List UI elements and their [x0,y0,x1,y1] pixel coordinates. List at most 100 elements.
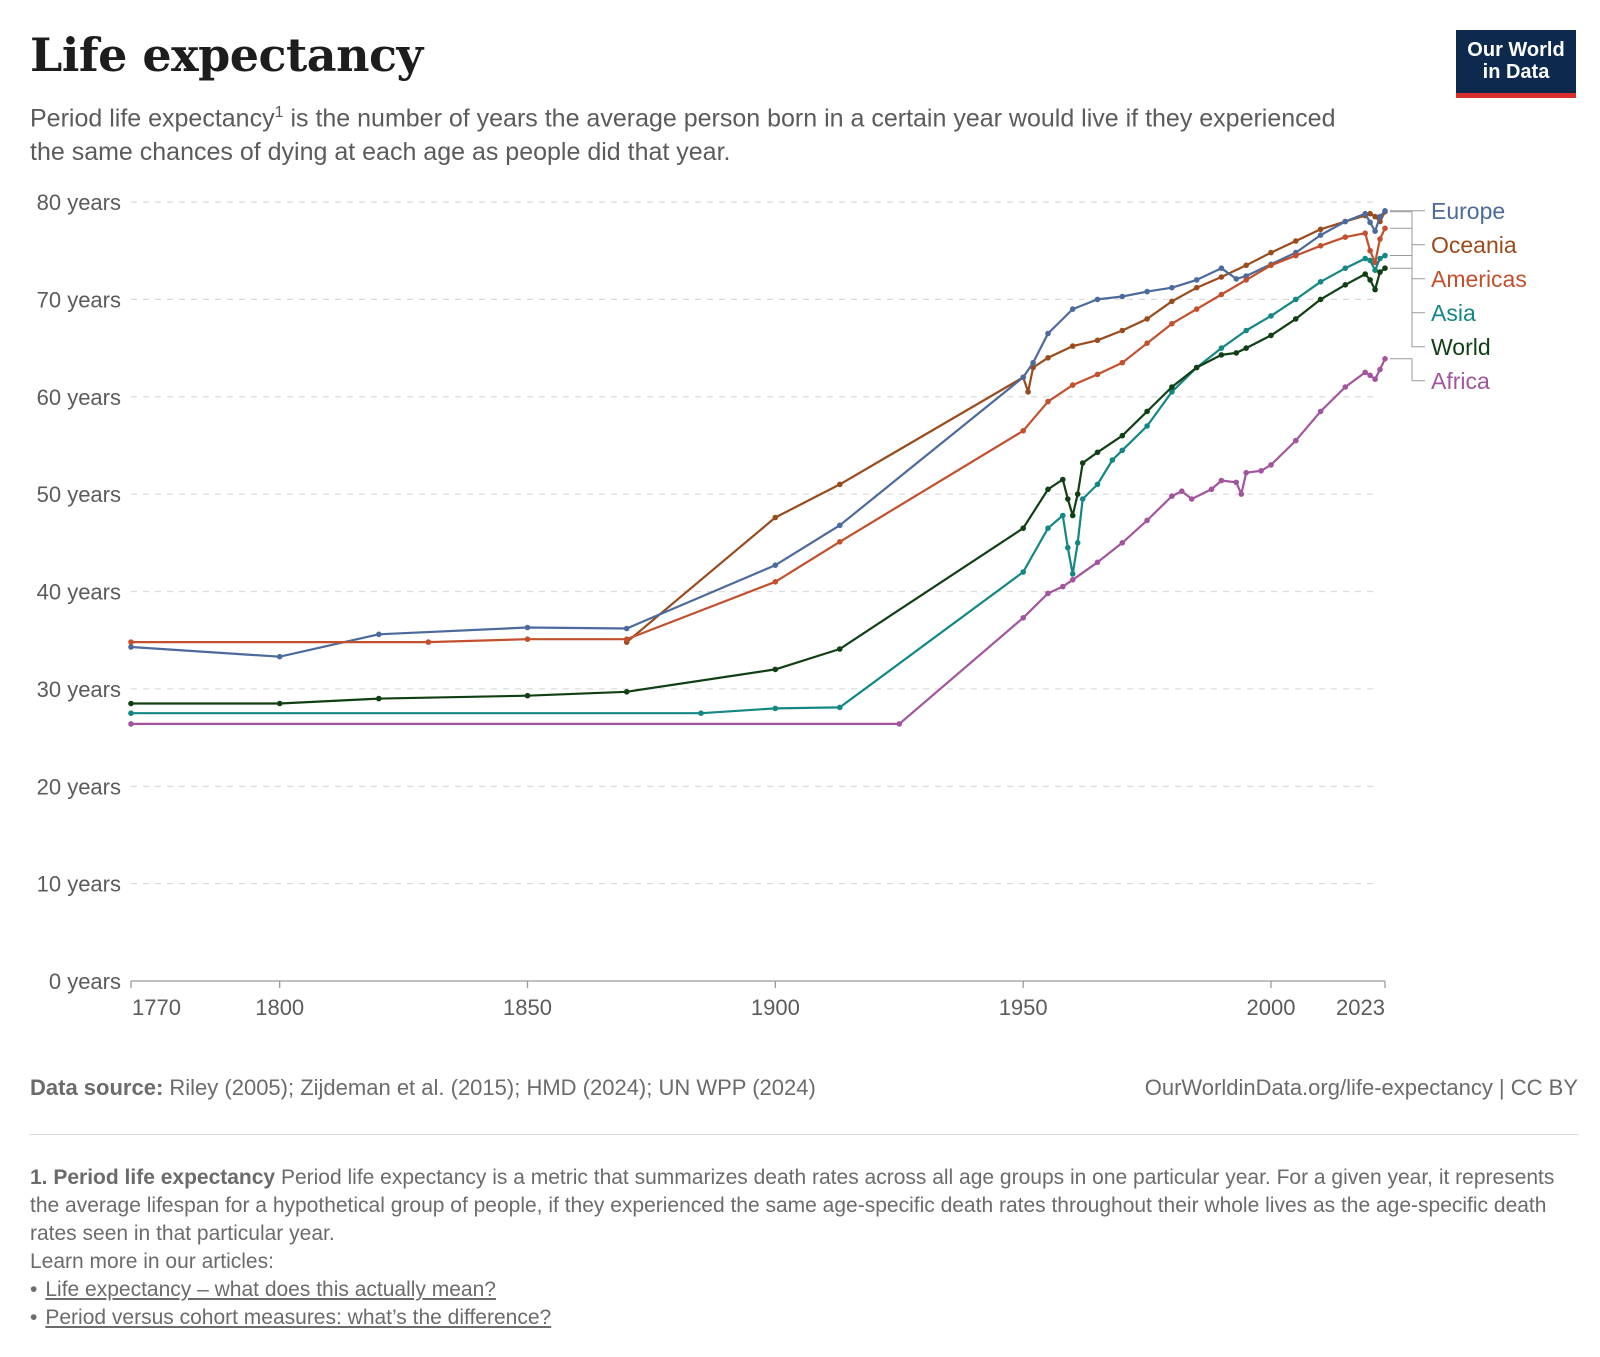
data-point-europe[interactable] [1094,296,1101,303]
data-point-africa[interactable] [1144,517,1150,524]
data-point-americas[interactable] [623,636,630,642]
data-point-oceania[interactable] [1119,327,1126,334]
data-point-europe[interactable] [837,522,843,529]
data-point-world[interactable] [1060,476,1066,483]
data-point-asia[interactable] [1094,481,1101,488]
data-point-africa[interactable] [1179,488,1185,495]
series-line-world[interactable] [131,267,1386,705]
data-point-europe[interactable] [1372,228,1378,234]
credit-link[interactable]: OurWorldinData.org/life-expectancy | CC … [1144,1075,1578,1100]
series-africa[interactable] [128,356,1388,727]
data-point-world[interactable] [1218,352,1225,358]
data-point-asia[interactable] [698,710,704,716]
data-point-asia[interactable] [128,710,134,716]
data-point-africa[interactable] [1382,356,1388,362]
data-point-africa[interactable] [1208,486,1215,493]
data-point-europe[interactable] [524,624,531,631]
data-point-world[interactable] [1317,296,1324,303]
data-point-asia[interactable] [1060,512,1066,519]
data-point-europe[interactable] [1069,306,1076,312]
data-point-europe[interactable] [772,562,779,568]
data-point-africa[interactable] [1377,366,1383,373]
data-point-world[interactable] [1020,525,1026,531]
data-point-europe[interactable] [1367,219,1373,226]
data-point-europe[interactable] [1233,276,1240,282]
data-point-oceania[interactable] [1193,284,1200,291]
data-point-americas[interactable] [1372,259,1378,266]
data-point-americas[interactable] [772,579,779,585]
data-point-europe[interactable] [1045,330,1051,337]
data-point-africa[interactable] [1060,583,1066,590]
data-point-europe[interactable] [1020,374,1026,381]
data-point-africa[interactable] [1238,491,1245,497]
data-point-africa[interactable] [128,721,134,727]
data-point-africa[interactable] [1169,493,1175,499]
data-point-world[interactable] [837,646,843,652]
data-point-americas[interactable] [1293,252,1299,259]
data-point-world[interactable] [1074,491,1081,497]
data-point-world[interactable] [1079,460,1086,466]
data-point-africa[interactable] [1367,372,1373,379]
data-point-africa[interactable] [1069,577,1076,583]
legend-label-europe[interactable]: Europe [1431,198,1505,224]
data-point-americas[interactable] [1362,230,1368,236]
data-point-asia[interactable] [1372,267,1378,273]
data-point-asia[interactable] [772,705,779,712]
data-point-oceania[interactable] [772,514,779,521]
data-point-asia[interactable] [1074,540,1081,546]
data-point-europe[interactable] [1169,284,1175,291]
data-point-asia[interactable] [1367,257,1373,264]
series-americas[interactable] [128,225,1388,645]
data-point-oceania[interactable] [1317,226,1324,233]
data-point-americas[interactable] [1069,382,1076,388]
series-oceania[interactable] [623,208,1388,645]
data-point-world[interactable] [1377,269,1383,275]
data-point-asia[interactable] [1169,389,1175,395]
data-point-oceania[interactable] [1218,274,1225,280]
legend-label-world[interactable]: World [1431,334,1491,360]
data-point-world[interactable] [1367,277,1373,283]
data-point-world[interactable] [1193,364,1200,371]
data-point-europe[interactable] [376,631,382,638]
data-point-asia[interactable] [1119,447,1126,454]
article-link-period-cohort[interactable]: Period versus cohort measures: what’s th… [45,1306,552,1329]
data-point-asia[interactable] [1293,296,1299,303]
data-point-world[interactable] [524,692,531,699]
data-point-world[interactable] [1268,332,1274,339]
data-point-africa[interactable] [1020,615,1026,621]
data-point-africa[interactable] [1268,462,1274,468]
data-point-africa[interactable] [1094,559,1101,566]
data-point-americas[interactable] [1144,340,1150,346]
data-point-asia[interactable] [1362,255,1368,262]
data-point-asia[interactable] [1218,345,1225,351]
data-point-world[interactable] [1362,271,1368,277]
data-point-asia[interactable] [1317,279,1324,285]
data-point-americas[interactable] [1268,262,1274,269]
data-point-americas[interactable] [1119,359,1126,366]
data-point-asia[interactable] [1065,544,1071,551]
data-point-europe[interactable] [1382,208,1388,214]
data-point-europe[interactable] [1342,218,1349,225]
data-point-oceania[interactable] [1069,343,1076,349]
data-point-world[interactable] [376,695,382,702]
data-point-europe[interactable] [1144,288,1150,295]
data-point-world[interactable] [128,700,134,707]
data-point-americas[interactable] [1382,225,1388,232]
data-point-world[interactable] [1169,384,1175,390]
data-point-americas[interactable] [1342,234,1349,240]
data-point-world[interactable] [1065,496,1071,502]
article-link-life-expectancy[interactable]: Life expectancy – what does this actuall… [45,1278,496,1301]
data-point-asia[interactable] [1268,313,1274,319]
data-point-world[interactable] [623,689,630,695]
data-point-europe[interactable] [128,644,134,650]
data-point-europe[interactable] [1119,293,1126,300]
data-point-asia[interactable] [1079,496,1086,502]
data-point-asia[interactable] [1377,255,1383,262]
data-point-oceania[interactable] [1293,238,1299,244]
data-point-africa[interactable] [1218,477,1225,484]
data-point-africa[interactable] [1233,479,1240,486]
data-point-europe[interactable] [1362,210,1368,217]
data-point-world[interactable] [772,666,779,673]
data-point-world[interactable] [1372,286,1378,293]
data-point-americas[interactable] [1317,243,1324,249]
